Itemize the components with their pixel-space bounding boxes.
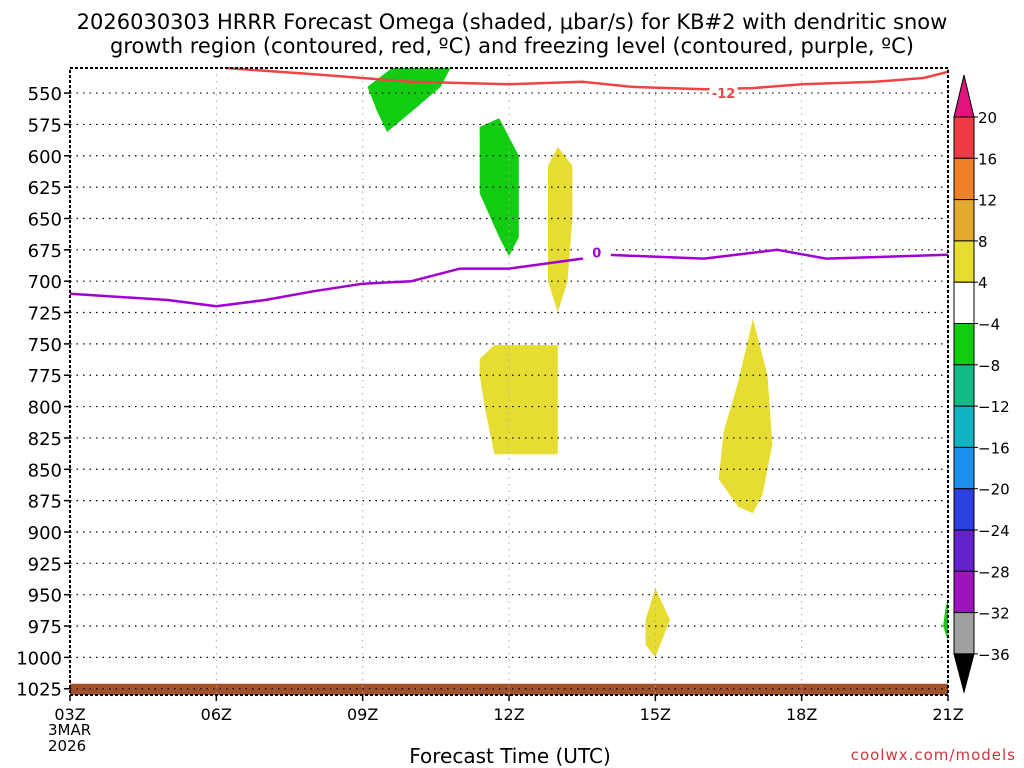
- colorbar-label-1: 16: [978, 150, 997, 168]
- y-tick-850: 850: [28, 460, 62, 481]
- y-tick-1000: 1000: [16, 648, 62, 669]
- omega-area-5: [645, 588, 670, 658]
- x-tick-06Z: 06Z: [201, 705, 232, 724]
- colorbar-swatch-1: [953, 157, 975, 201]
- colorbar-swatch-5: [953, 323, 975, 366]
- y-tick-1025: 1025: [16, 680, 62, 701]
- contour-label-bg-1: [582, 244, 611, 260]
- omega-area-2: [548, 147, 573, 313]
- colorbar-top-arrow: [953, 74, 975, 118]
- omega-area-0: [367, 68, 451, 132]
- y-tick-750: 750: [28, 335, 62, 356]
- credit-text: coolwx.com/models: [850, 746, 1016, 764]
- colorbar-swatch-9: [953, 488, 975, 531]
- colorbar-swatch-12: [953, 612, 975, 655]
- ground-layer: [70, 683, 948, 695]
- omega-area-4: [718, 318, 773, 514]
- y-tick-550: 550: [28, 84, 62, 105]
- colorbar-swatch-4: [953, 281, 975, 325]
- colorbar-label-5: −4: [978, 316, 1000, 334]
- contour-line-1: [69, 248, 949, 308]
- contour-line-0: [226, 66, 949, 91]
- y-tick-900: 900: [28, 523, 62, 544]
- colorbar-swatch-10: [953, 529, 975, 572]
- colorbar-swatch-8: [953, 446, 975, 490]
- contour-label-1: 0: [592, 246, 601, 261]
- colorbar-label-12: −32: [978, 605, 1010, 623]
- x-tick-18Z: 18Z: [786, 705, 817, 724]
- y-tick-725: 725: [28, 304, 62, 325]
- colorbar-swatch-6: [953, 364, 975, 407]
- y-tick-650: 650: [28, 209, 62, 230]
- y-tick-labels: 550 575 600 625 650 675 700 725 750 775 800 825 850 8…: [16, 84, 70, 701]
- y-tick-700: 700: [28, 272, 62, 293]
- omega-shaded-areas: [367, 68, 948, 658]
- ground-band: [70, 683, 948, 695]
- colorbar-swatch-3: [953, 240, 975, 283]
- x-tick-12Z: 12Z: [493, 705, 524, 724]
- y-tick-825: 825: [28, 429, 62, 450]
- colorbar-swatch-7: [953, 405, 975, 448]
- x-tick-03Z: 03Z: [54, 705, 85, 724]
- colorbar-label-4: 4: [978, 274, 988, 292]
- colorbar-label-9: −20: [978, 481, 1010, 499]
- colorbar-label-11: −28: [978, 563, 1010, 581]
- colorbar-label-7: −12: [978, 398, 1010, 416]
- contour-label-0: -12: [712, 87, 736, 102]
- x-tick-labels: 03Z 06Z 09Z 12Z 15Z 18Z 21Z: [54, 695, 964, 724]
- date-month: 3MAR: [48, 721, 92, 739]
- colorbar-label-13: −36: [978, 646, 1010, 664]
- x-tick-21Z: 21Z: [932, 705, 963, 724]
- y-tick-625: 625: [28, 178, 62, 199]
- y-tick-875: 875: [28, 492, 62, 513]
- plot-border: [69, 67, 949, 696]
- first-date-label: 3MAR 2026: [48, 722, 91, 754]
- plot-frame: [69, 67, 949, 696]
- y-tick-775: 775: [28, 366, 62, 387]
- colorbar-label-3: 8: [978, 233, 988, 251]
- date-year: 2026: [48, 737, 87, 755]
- x-axis-label: Forecast Time (UTC): [409, 744, 611, 768]
- y-tick-575: 575: [28, 115, 62, 136]
- contour-label-bg-0: [709, 85, 738, 101]
- omega-area-6: [943, 598, 948, 642]
- colorbar-label-0: 20: [978, 109, 997, 127]
- omega-area-3: [479, 345, 558, 455]
- colorbar-swatch-0: [953, 116, 975, 159]
- colorbar-swatch-2: [953, 199, 975, 242]
- colorbar-label-6: −8: [978, 357, 1000, 375]
- y-tick-925: 925: [28, 554, 62, 575]
- title-line-1: 2026030303 HRRR Forecast Omega (shaded, …: [76, 10, 948, 34]
- colorbar-label-10: −24: [978, 522, 1010, 540]
- x-tick-15Z: 15Z: [640, 705, 671, 724]
- contour-lines: -12 0: [69, 66, 949, 308]
- colorbar-bottom-arrow: [953, 653, 975, 694]
- colorbar-label-2: 12: [978, 192, 997, 210]
- title-line-2: growth region (contoured, red, ºC) and f…: [110, 34, 914, 58]
- y-tick-600: 600: [28, 147, 62, 168]
- colorbar-swatch-11: [953, 570, 975, 614]
- y-tick-950: 950: [28, 586, 62, 607]
- colorbar-label-8: −16: [978, 439, 1010, 457]
- x-tick-09Z: 09Z: [347, 705, 378, 724]
- y-tick-800: 800: [28, 398, 62, 419]
- colorbar: 20 16 12 8 4 −4 −8 −12 −16 −20 −24 −28 −32 −36: [953, 74, 1010, 694]
- y-tick-675: 675: [28, 241, 62, 262]
- y-tick-975: 975: [28, 617, 62, 638]
